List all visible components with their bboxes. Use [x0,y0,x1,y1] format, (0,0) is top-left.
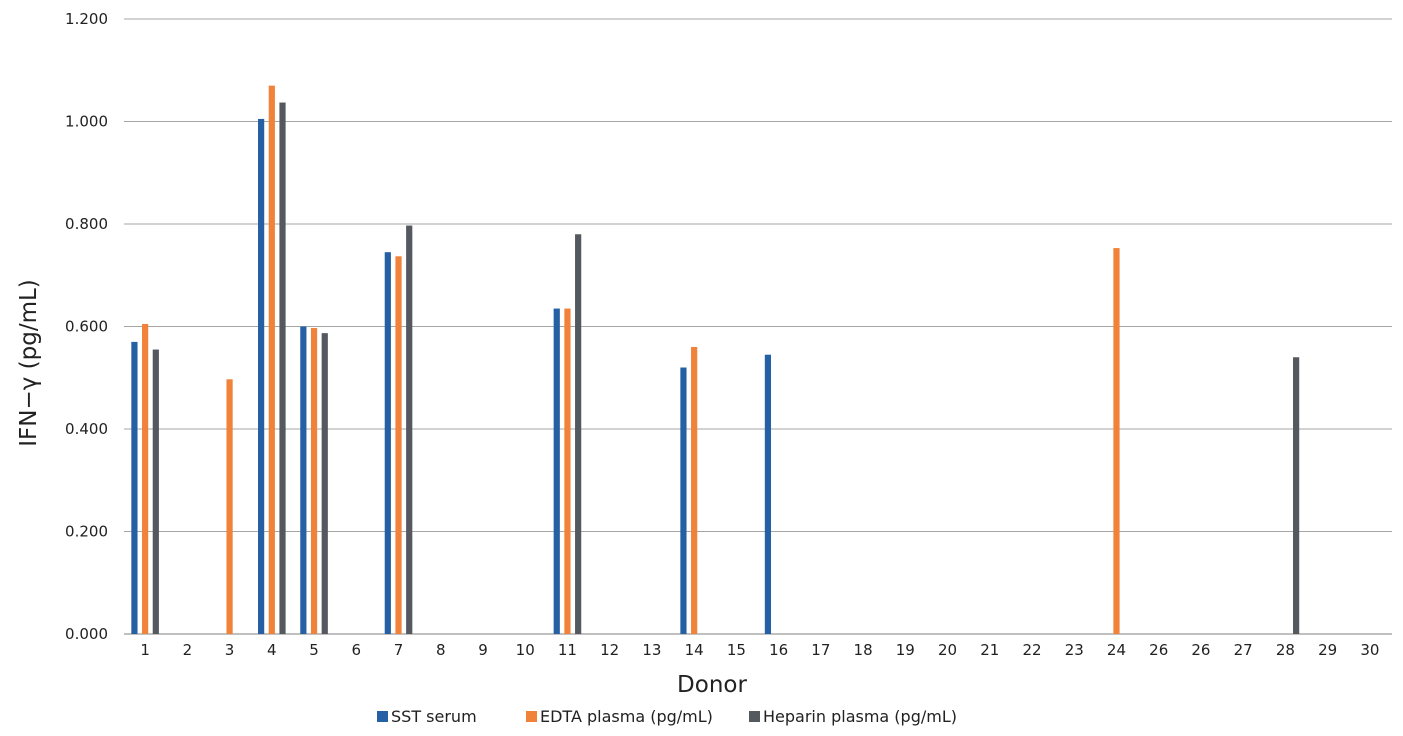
x-axis-title: Donor [677,672,747,698]
x-tick-label: 8 [436,641,446,659]
x-tick-label: 24 [1107,641,1126,659]
x-tick-label: 9 [478,641,488,659]
y-tick-label: 0.600 [65,318,108,336]
x-tick-label: 29 [1318,641,1337,659]
x-tick-label: 18 [854,641,873,659]
bar-edta-donor-7 [395,256,402,634]
bar-sst-donor-11 [553,308,560,634]
x-tick-label: 11 [558,641,577,659]
x-tick-label: 15 [727,641,746,659]
x-tick-label: 28 [1276,641,1295,659]
bar-sst-donor-7 [384,252,391,634]
bar-heparin-donor-5 [321,333,328,634]
bar-heparin-donor-1 [152,349,159,634]
bar-heparin-donor-7 [406,225,413,635]
bar-edta-donor-3 [226,379,233,634]
legend-item: EDTA plasma (pg/mL) [526,707,713,726]
legend-item: Heparin plasma (pg/mL) [749,707,957,726]
x-tick-label: 30 [1360,641,1379,659]
bar-heparin-donor-11 [575,234,582,634]
bar-sst-donor-4 [258,118,265,634]
y-tick-label: 0.000 [65,625,108,643]
y-tick-labels: 0.000 0.200 0.400 0.600 0.800 1.000 1.200 [65,10,108,643]
bar-edta-donor-14 [691,347,698,634]
x-tick-label: 7 [394,641,404,659]
legend: SST serum EDTA plasma (pg/mL) Heparin plas… [377,707,957,726]
bar-edta-donor-5 [310,328,318,634]
x-tick-label: 23 [1065,641,1084,659]
x-tick-label: 27 [1234,641,1253,659]
legend-label: Heparin plasma (pg/mL) [763,707,957,726]
x-tick-label: 16 [769,641,788,659]
x-tick-label: 19 [896,641,915,659]
legend-swatch [526,711,537,722]
x-tick-label: 1 [140,641,150,659]
x-tick-label: 17 [811,641,830,659]
y-axis-title: IFN−γ (pg/mL) [16,279,42,447]
x-tick-label: 6 [352,641,362,659]
bar-edta-donor-24 [1113,248,1120,634]
bar-edta-donor-11 [564,308,571,634]
x-tick-label: 3 [225,641,235,659]
bar-sst-donor-14 [680,367,687,634]
bars [131,85,1300,635]
bar-sst-donor-5 [300,326,307,634]
x-tick-labels: 1 2 3 4 5 6 7 8 9 10 11 12 13 14 15 16 17 18 19 20 21 22 23 24 2… [140,641,1379,659]
bar-heparin-donor-28 [1293,357,1300,634]
y-tick-label: 0.200 [65,523,108,541]
x-tick-label: 21 [980,641,999,659]
y-tick-label: 1.000 [65,113,108,131]
legend-swatch [749,711,760,722]
x-tick-label: 22 [1022,641,1041,659]
x-tick-label: 26 [1191,641,1210,659]
y-tick-label: 0.400 [65,420,108,438]
legend-swatch [377,711,388,722]
x-tick-label: 20 [938,641,957,659]
legend-label: SST serum [391,707,477,726]
x-tick-label: 26 [1149,641,1168,659]
x-tick-label: 2 [183,641,193,659]
x-tick-label: 12 [600,641,619,659]
bar-sst-donor-1 [131,341,138,635]
bar-edta-donor-4 [268,85,275,635]
x-tick-label: 13 [642,641,661,659]
legend-item: SST serum [377,707,477,726]
x-tick-label: 4 [267,641,277,659]
y-tick-label: 1.200 [65,10,108,28]
x-tick-label: 5 [309,641,319,659]
bar-edta-donor-1 [142,323,149,634]
bar-heparin-donor-4 [279,102,286,635]
y-tick-label: 0.800 [65,215,108,233]
gridlines [124,18,1392,635]
bar-sst-donor-16 [764,354,772,634]
legend-label: EDTA plasma (pg/mL) [540,707,713,726]
x-tick-label: 10 [516,641,535,659]
x-tick-label: 14 [685,641,704,659]
